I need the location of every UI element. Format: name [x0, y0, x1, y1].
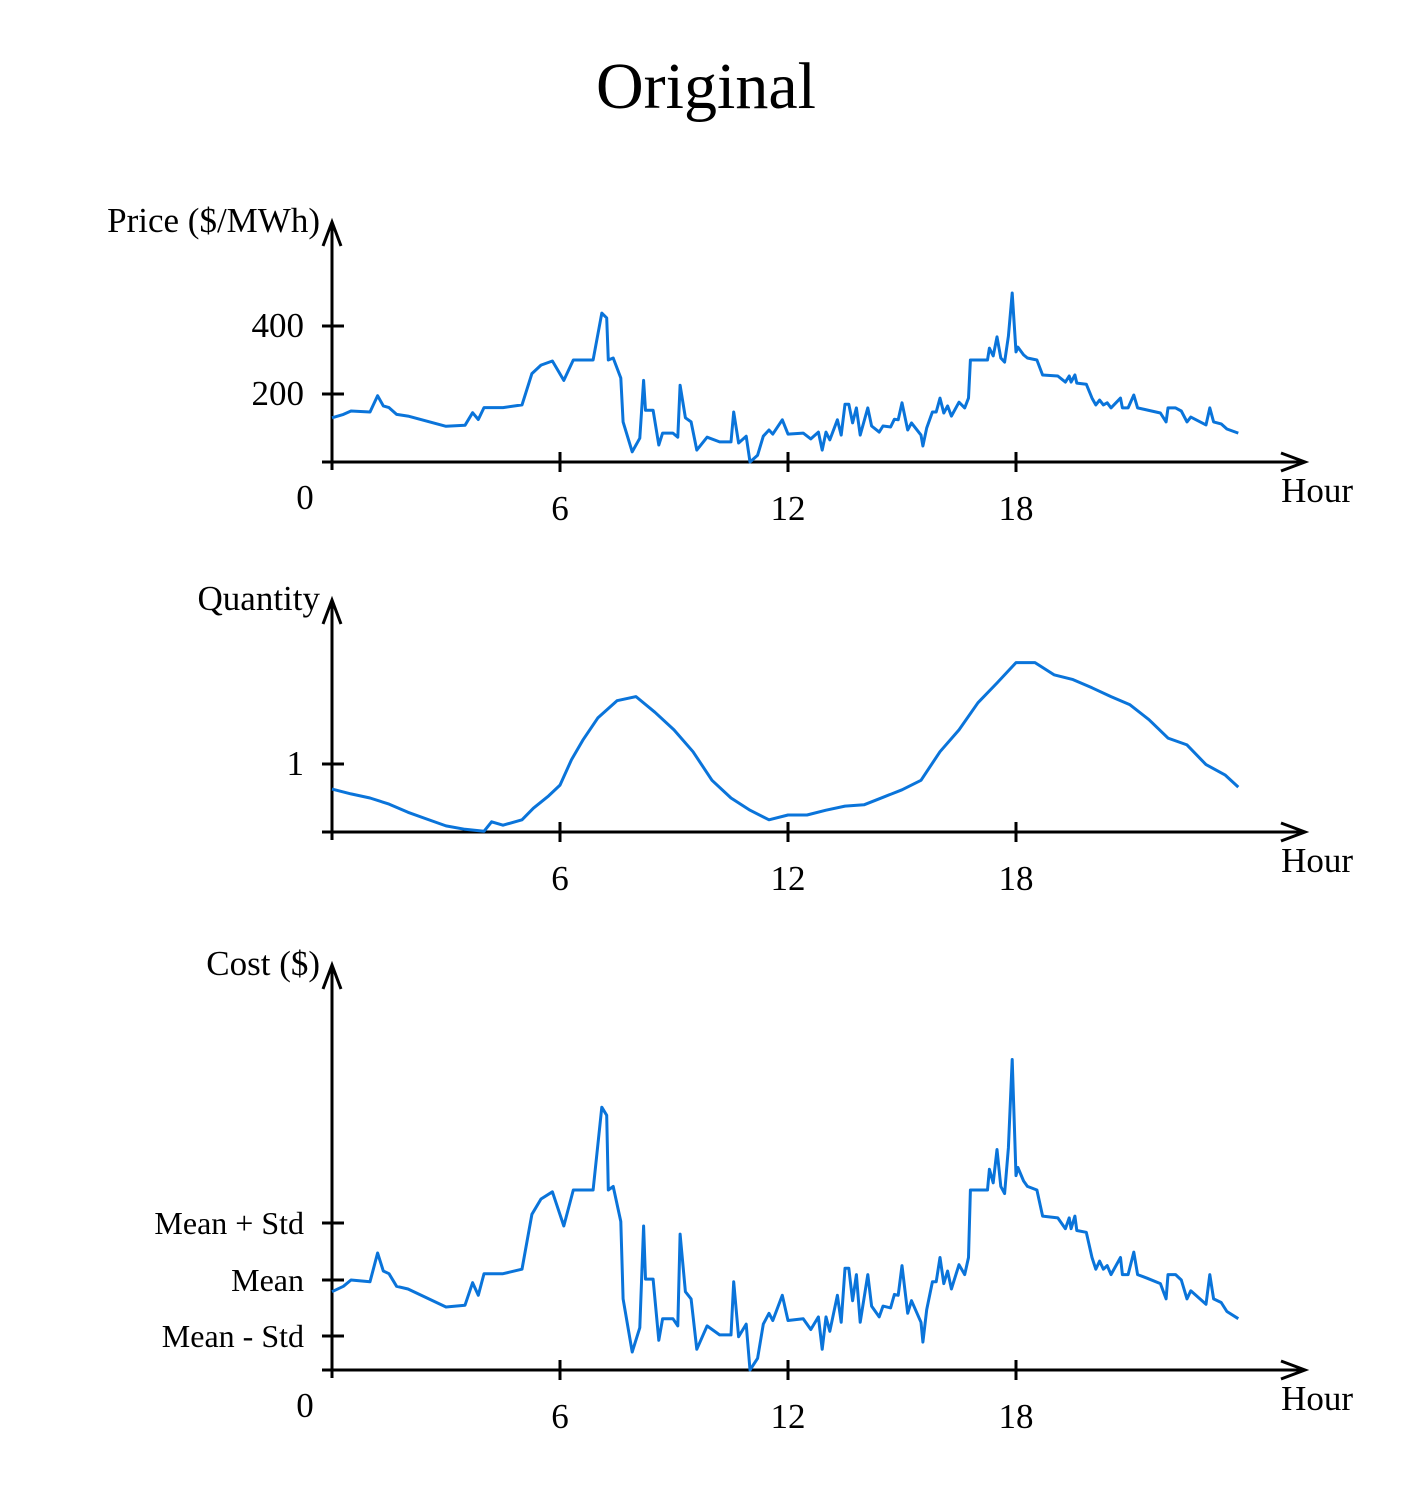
y-axis-arrow — [321, 960, 343, 990]
x-tick-label: 18 — [999, 489, 1034, 528]
x-tick-label: 12 — [771, 859, 806, 898]
x-tick-label: 6 — [551, 859, 569, 898]
x-tick-label: 12 — [771, 1397, 806, 1436]
figure-title: Original — [596, 50, 816, 123]
y-tick-label: 200 — [252, 374, 305, 413]
x-tick-label: 6 — [551, 1397, 569, 1436]
panel-3: 6 12 18 0 Mean - Std Mean Mean + Std Cost ($) Ho… — [154, 944, 1353, 1436]
series-line — [331, 291, 1239, 464]
series-line — [331, 1058, 1240, 1372]
x-axis-label: Hour — [1281, 471, 1353, 510]
x-axis-arrow — [1280, 1359, 1310, 1381]
x-tick-label: 12 — [771, 489, 806, 528]
y-axis-arrow — [321, 595, 343, 625]
y-axis-label: Price ($/MWh) — [107, 201, 320, 240]
x-axis-label: Hour — [1281, 841, 1353, 880]
x-tick-label: 6 — [551, 489, 569, 528]
origin-label: 0 — [296, 478, 314, 517]
y-tick-label: Mean — [231, 1262, 304, 1298]
panels: 6 12 18 0 200 400 Price ($/MWh) Hour 6 12 18 1 Quant… — [107, 201, 1353, 1436]
origin-label: 0 — [296, 1386, 314, 1425]
y-tick-label: 400 — [252, 306, 305, 345]
x-tick-label: 18 — [999, 859, 1034, 898]
y-axis-arrow — [321, 217, 343, 247]
x-tick-label: 18 — [999, 1397, 1034, 1436]
panel-1: 6 12 18 0 200 400 Price ($/MWh) Hour — [107, 201, 1353, 528]
y-axis-label: Quantity — [198, 579, 321, 618]
y-tick-label: 1 — [287, 744, 305, 783]
x-axis-arrow — [1280, 451, 1310, 473]
y-tick-label: Mean - Std — [162, 1318, 304, 1354]
panel-2: 6 12 18 1 Quantity Hour — [198, 579, 1354, 898]
x-axis-arrow — [1280, 821, 1310, 843]
series-line — [331, 661, 1240, 833]
y-axis-label: Cost ($) — [206, 944, 320, 983]
x-axis-label: Hour — [1281, 1379, 1353, 1418]
y-tick-label: Mean + Std — [154, 1205, 304, 1241]
